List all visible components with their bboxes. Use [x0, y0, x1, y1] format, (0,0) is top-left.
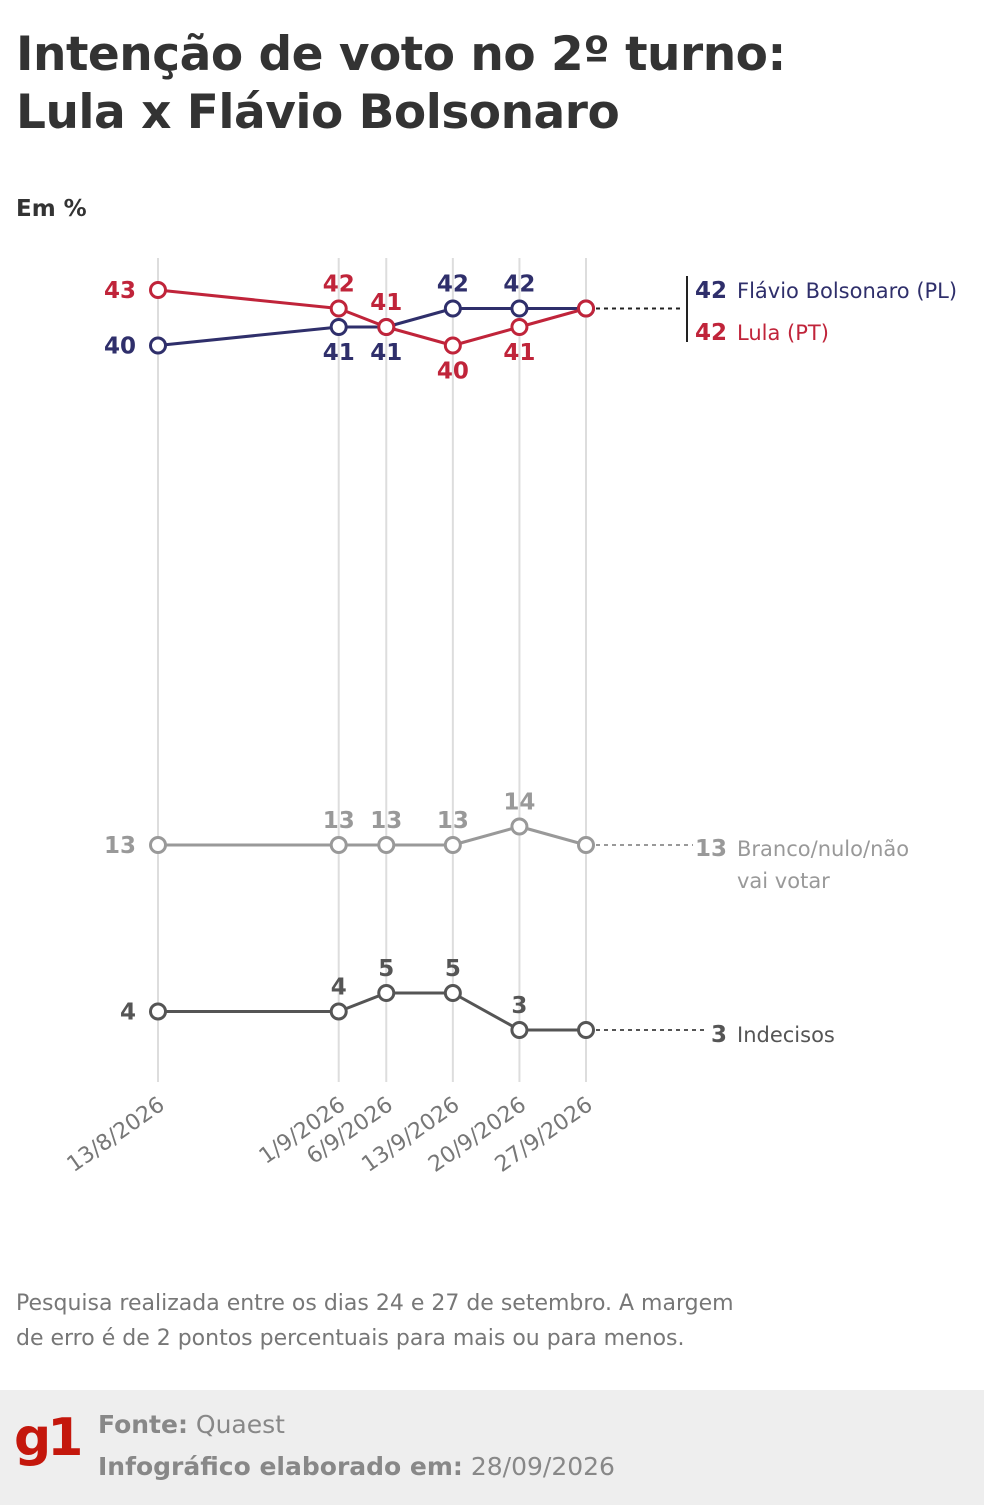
series-line — [157, 288, 587, 347]
data-label: 42 — [437, 272, 469, 298]
data-label: 13 — [437, 808, 469, 834]
data-point — [510, 299, 529, 318]
data-label: 5 — [445, 956, 461, 982]
data-label: 41 — [370, 340, 402, 366]
footer: g1 Fonte: Quaest Infográfico elaborado e… — [0, 1390, 984, 1505]
unit-label: Em % — [16, 196, 87, 222]
footnote-line-2: de erro é de 2 pontos percentuais para m… — [16, 1326, 685, 1351]
data-point — [443, 336, 462, 355]
data-label: 40 — [104, 334, 136, 360]
data-point — [377, 836, 396, 854]
series-line — [158, 825, 587, 847]
data-label: 14 — [503, 790, 535, 816]
end-label-name: Indecisos — [737, 1023, 835, 1047]
source-value: Quaest — [195, 1410, 285, 1439]
date-label: Infográfico elaborado em: — [98, 1452, 463, 1481]
data-label: 13 — [370, 808, 402, 834]
data-point — [149, 281, 167, 299]
end-label-name: Flávio Bolsonaro (PL) — [737, 279, 957, 303]
data-label: 5 — [378, 956, 394, 982]
footnote-line-1: Pesquisa realizada entre os dias 24 e 27… — [16, 1291, 734, 1316]
end-label-name: Branco/nulo/não — [737, 837, 909, 861]
data-point — [510, 817, 529, 836]
end-label-name: Lula (PT) — [737, 321, 829, 345]
data-point — [510, 1021, 529, 1039]
line-chart: 13/8/2026 1/9/20266/9/202613/9/202620/9/2… — [63, 258, 957, 1178]
data-point — [149, 836, 167, 854]
data-point — [149, 1002, 167, 1021]
end-label-value: 42 — [695, 278, 727, 304]
data-point — [329, 299, 348, 318]
end-label-value: 13 — [695, 836, 727, 862]
end-label-value: 3 — [711, 1022, 727, 1048]
data-point — [329, 318, 348, 336]
data-label: 3 — [511, 993, 527, 1019]
footnote: Pesquisa realizada entre os dias 24 e 27… — [16, 1286, 816, 1356]
data-point — [443, 836, 462, 854]
series-line — [157, 307, 586, 347]
data-point — [329, 836, 348, 854]
data-label: 42 — [323, 272, 355, 298]
g1-logo: g1 — [14, 1408, 83, 1468]
data-point — [577, 836, 595, 854]
end-label-value: 42 — [695, 320, 727, 346]
chart-title: Intenção de voto no 2º turno: Lula x Flá… — [16, 26, 976, 142]
data-label: 40 — [437, 359, 469, 385]
source-line: Fonte: Quaest — [98, 1410, 285, 1439]
data-label: 41 — [323, 340, 355, 366]
data-point — [577, 1021, 595, 1039]
data-label: 43 — [104, 278, 136, 304]
data-label: 41 — [503, 340, 535, 366]
data-point — [443, 299, 462, 318]
data-point — [510, 318, 529, 336]
data-label: 13 — [323, 808, 355, 834]
data-point — [149, 336, 167, 355]
date-line: Infográfico elaborado em: 28/09/2026 — [98, 1452, 615, 1481]
data-point — [329, 1002, 348, 1021]
data-point — [377, 318, 396, 336]
data-label: 42 — [503, 272, 535, 298]
data-label: 13 — [104, 833, 136, 859]
data-point — [577, 299, 595, 318]
series-line — [158, 991, 586, 1032]
chart-title-line-2: Lula x Flávio Bolsonaro — [16, 85, 620, 140]
data-label: 4 — [331, 975, 347, 1001]
data-label: 41 — [370, 290, 402, 316]
end-label-name-line-2: vai votar — [737, 869, 830, 893]
source-label: Fonte: — [98, 1410, 188, 1439]
data-point — [443, 984, 462, 1002]
data-label: 4 — [120, 1000, 136, 1026]
chart-title-line-1: Intenção de voto no 2º turno: — [16, 27, 786, 82]
date-value: 28/09/2026 — [470, 1452, 615, 1481]
data-point — [377, 984, 396, 1002]
x-tick-label: 13/8/2026 — [63, 1092, 170, 1177]
